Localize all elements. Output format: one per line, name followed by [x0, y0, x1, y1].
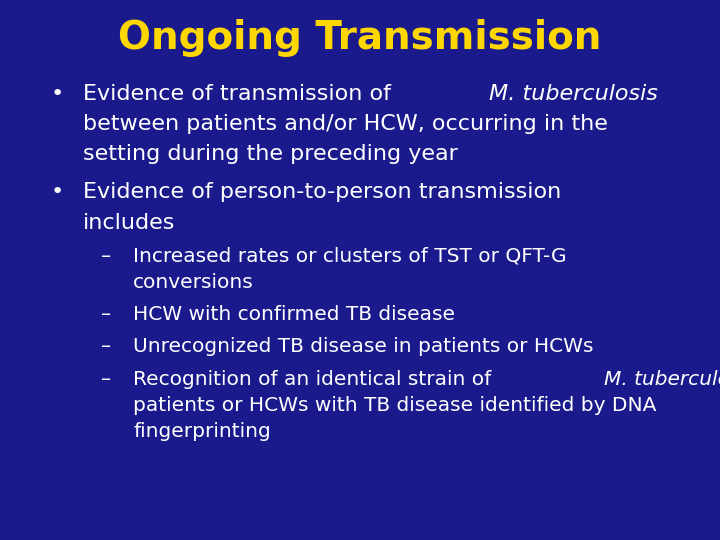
Text: includes: includes [83, 213, 175, 233]
Text: •: • [50, 183, 63, 202]
Text: •: • [50, 84, 63, 104]
Text: Increased rates or clusters of TST or QFT-G: Increased rates or clusters of TST or QF… [133, 247, 567, 266]
Text: HCW with confirmed TB disease: HCW with confirmed TB disease [133, 305, 455, 324]
Text: –: – [101, 370, 111, 389]
Text: fingerprinting: fingerprinting [133, 422, 271, 441]
Text: –: – [101, 338, 111, 356]
Text: Evidence of transmission of: Evidence of transmission of [83, 84, 398, 104]
Text: conversions: conversions [133, 273, 254, 292]
Text: Evidence of person-to-person transmission: Evidence of person-to-person transmissio… [83, 183, 561, 202]
Text: patients or HCWs with TB disease identified by DNA: patients or HCWs with TB disease identif… [133, 396, 657, 415]
Text: M. tuberculosis: M. tuberculosis [490, 84, 658, 104]
Text: –: – [101, 247, 111, 266]
Text: Ongoing Transmission: Ongoing Transmission [118, 19, 602, 57]
Text: between patients and/or HCW, occurring in the: between patients and/or HCW, occurring i… [83, 114, 608, 134]
Text: Unrecognized TB disease in patients or HCWs: Unrecognized TB disease in patients or H… [133, 338, 594, 356]
Text: –: – [101, 305, 111, 324]
Text: Recognition of an identical strain of: Recognition of an identical strain of [133, 370, 498, 389]
Text: setting during the preceding year: setting during the preceding year [83, 144, 458, 164]
Text: M. tuberculosis: M. tuberculosis [603, 370, 720, 389]
